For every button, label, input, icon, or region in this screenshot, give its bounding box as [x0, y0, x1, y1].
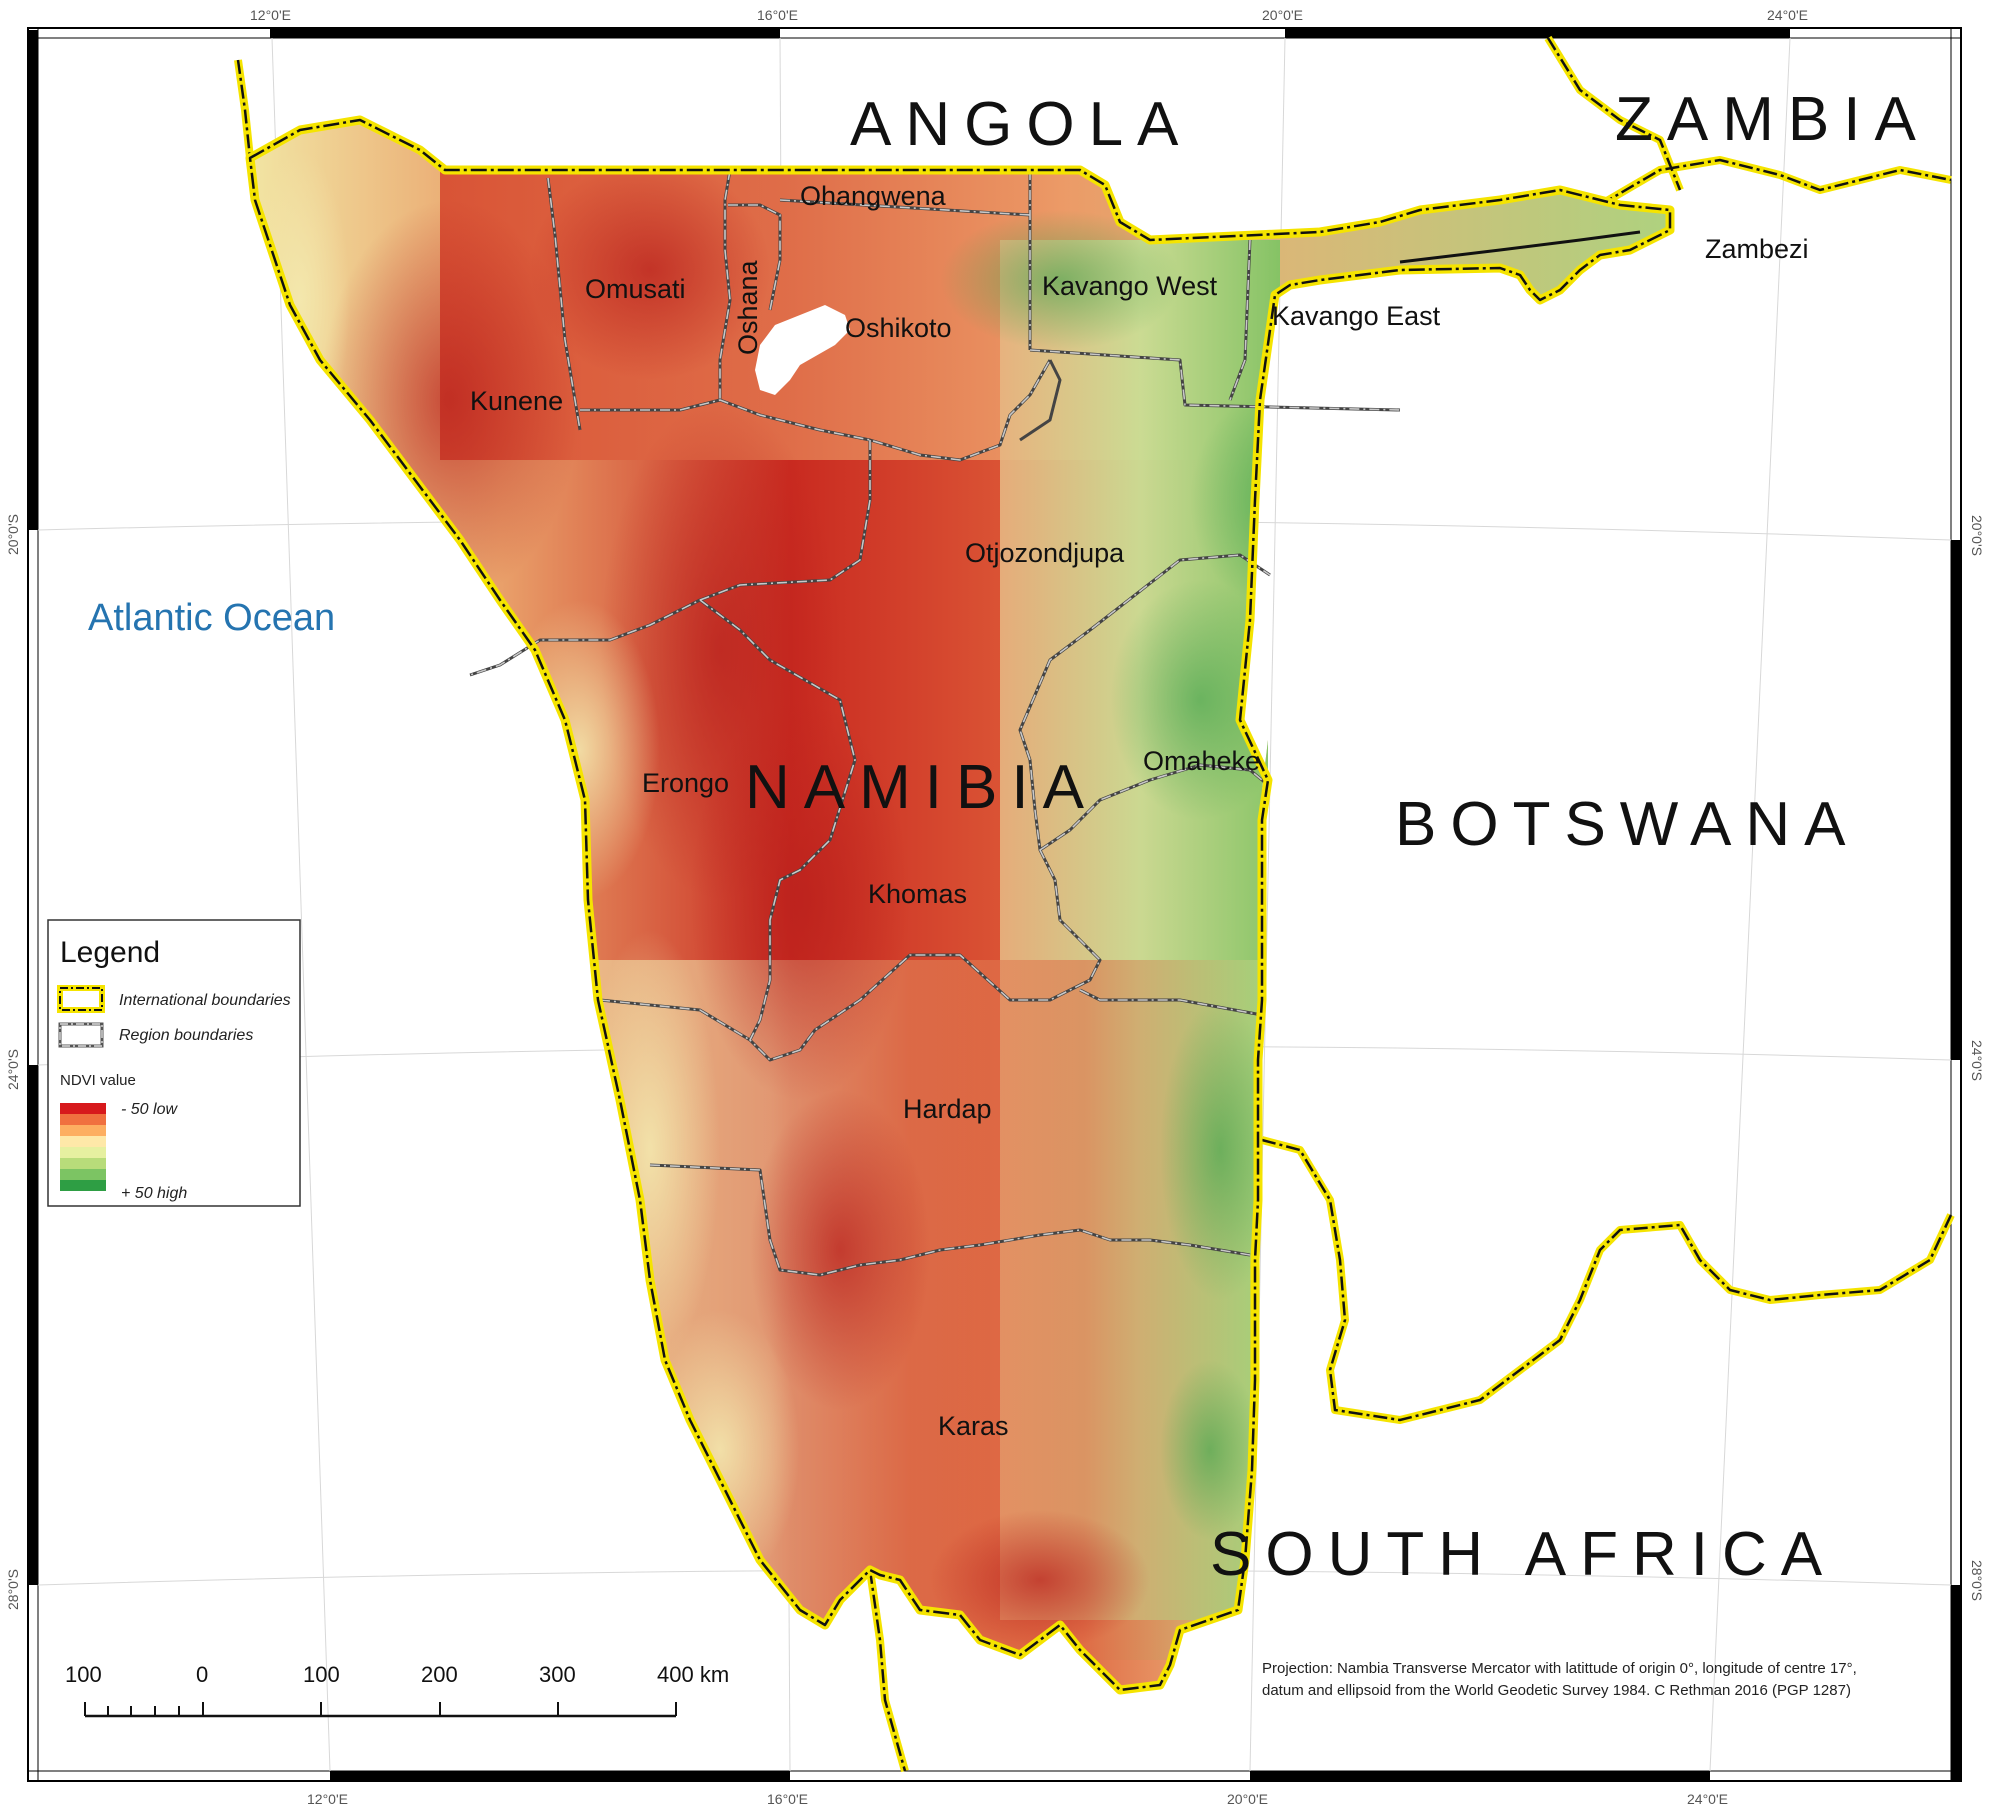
- label-kavango-east: Kavango East: [1272, 301, 1441, 331]
- grat-left-1: 20°0'S: [5, 514, 21, 555]
- legend-ndvi-high: + 50 high: [121, 1185, 187, 1202]
- label-erongo: Erongo: [642, 768, 729, 798]
- grat-bottom-1: 12°0'E: [307, 1791, 348, 1807]
- grat-bottom-2: 16°0'E: [767, 1791, 808, 1807]
- legend-ndvi-ramp: [60, 1103, 106, 1191]
- legend-region-swatch: [58, 1022, 104, 1048]
- ndvi-ramp-step: [60, 1136, 106, 1147]
- scale-label-100-left: 100: [65, 1662, 102, 1687]
- legend-ndvi-title: NDVI value: [60, 1072, 136, 1089]
- scale-label-300: 300: [539, 1662, 576, 1687]
- scale-label-200: 200: [421, 1662, 458, 1687]
- label-karas: Karas: [938, 1411, 1009, 1441]
- region-labels: Ohangwena Omusati Oshana Oshikoto Kavang…: [470, 181, 1809, 1441]
- ndvi-ramp-step: [60, 1125, 106, 1136]
- legend-international-label: International boundaries: [119, 992, 291, 1009]
- ndvi-ramp-step: [60, 1147, 106, 1158]
- scale-label-0: 0: [196, 1662, 208, 1687]
- label-namibia: NAMIBIA: [745, 753, 1098, 822]
- label-oshana: Oshana: [733, 259, 763, 355]
- country-labels: ANGOLA ZAMBIA NAMIBIA BOTSWANA SOUTH AFR…: [745, 85, 1930, 1589]
- credit: Projection: Nambia Transverse Mercator w…: [1262, 1660, 1857, 1699]
- label-omaheke: Omaheke: [1143, 746, 1260, 776]
- label-otjozondjupa: Otjozondjupa: [965, 538, 1125, 568]
- grat-top-2: 16°0'E: [757, 7, 798, 23]
- label-angola: ANGOLA: [850, 90, 1192, 159]
- scale-label-400km: 400 km: [657, 1662, 729, 1687]
- neighbour-boundaries: [234, 35, 1955, 1773]
- legend-ndvi-low: - 50 low: [121, 1101, 178, 1118]
- label-ohangwena: Ohangwena: [800, 181, 947, 211]
- label-south-africa: SOUTH AFRICA: [1210, 1520, 1836, 1589]
- legend: Legend International boundaries Region b…: [47, 919, 301, 1207]
- label-khomas: Khomas: [868, 879, 967, 909]
- namibia-boundary: [245, 115, 1675, 1695]
- grat-bottom-3: 20°0'E: [1227, 1791, 1268, 1807]
- label-zambezi: Zambezi: [1705, 234, 1809, 264]
- etosha-pan: [755, 305, 850, 395]
- scale-bar: 100 0 100 200 300 400 km: [65, 1662, 729, 1718]
- label-atlantic-ocean: Atlantic Ocean: [88, 597, 335, 639]
- ndvi-ramp-step: [60, 1158, 106, 1169]
- grat-right-1: 20°0'S: [1969, 515, 1985, 556]
- legend-title: Legend: [60, 936, 160, 969]
- ndvi-ramp-step: [60, 1169, 106, 1180]
- grat-top-3: 20°0'E: [1262, 7, 1303, 23]
- graticule-labels: 12°0'E 16°0'E 20°0'E 24°0'E 12°0'E 16°0'…: [5, 7, 1985, 1807]
- label-kavango-west: Kavango West: [1042, 271, 1218, 301]
- grat-left-3: 28°0'S: [5, 1569, 21, 1610]
- ndvi-ramp-step: [60, 1114, 106, 1125]
- scale-label-100: 100: [303, 1662, 340, 1687]
- legend-region-label: Region boundaries: [119, 1027, 253, 1044]
- credit-line-1: Projection: Nambia Transverse Mercator w…: [1262, 1660, 1857, 1677]
- label-botswana: BOTSWANA: [1395, 790, 1860, 859]
- label-hardap: Hardap: [903, 1094, 992, 1124]
- legend-international-swatch: [57, 985, 105, 1013]
- grat-top-4: 24°0'E: [1767, 7, 1808, 23]
- region-boundaries: [469, 169, 1401, 1277]
- label-oshikoto: Oshikoto: [845, 313, 952, 343]
- grat-top-1: 12°0'E: [250, 7, 291, 23]
- label-kunene: Kunene: [470, 386, 563, 416]
- ndvi-ramp-step: [60, 1180, 106, 1191]
- label-omusati: Omusati: [585, 274, 686, 304]
- label-zambia: ZAMBIA: [1615, 85, 1930, 154]
- ndvi-ramp-step: [60, 1103, 106, 1114]
- grat-bottom-4: 24°0'E: [1687, 1791, 1728, 1807]
- grat-right-2: 24°0'S: [1969, 1040, 1985, 1081]
- grat-left-2: 24°0'S: [5, 1049, 21, 1090]
- grat-right-3: 28°0'S: [1969, 1560, 1985, 1601]
- credit-line-2: datum and ellipsoid from the World Geode…: [1262, 1682, 1851, 1699]
